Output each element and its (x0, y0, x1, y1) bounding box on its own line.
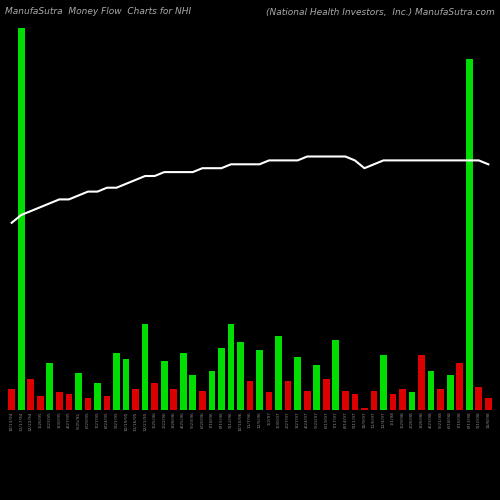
Bar (152, 382, 158, 410)
Bar (18, 28, 25, 410)
Bar (256, 350, 263, 410)
Bar (56, 392, 62, 410)
Bar (228, 324, 234, 410)
Bar (380, 356, 387, 410)
Text: ManufaSutra  Money Flow  Charts for NHI: ManufaSutra Money Flow Charts for NHI (5, 8, 191, 16)
Bar (342, 390, 348, 410)
Bar (208, 371, 215, 410)
Bar (408, 392, 416, 410)
Bar (113, 354, 120, 410)
Bar (399, 388, 406, 410)
Bar (466, 59, 472, 410)
Bar (28, 379, 34, 410)
Bar (180, 354, 186, 410)
Bar (314, 365, 320, 410)
Bar (304, 390, 310, 410)
Bar (246, 381, 254, 410)
Bar (285, 381, 292, 410)
Bar (132, 388, 139, 410)
Bar (218, 348, 224, 410)
Bar (361, 408, 368, 410)
Bar (456, 363, 463, 410)
Bar (266, 392, 272, 410)
Bar (94, 382, 101, 410)
Bar (418, 356, 425, 410)
Bar (476, 386, 482, 410)
Bar (170, 388, 177, 410)
Bar (66, 394, 72, 410)
Bar (122, 360, 130, 410)
Bar (8, 388, 15, 410)
Bar (37, 396, 44, 410)
Bar (428, 371, 434, 410)
Bar (190, 375, 196, 410)
Bar (332, 340, 339, 410)
Bar (199, 390, 205, 410)
Text: (National Health Investors,  Inc.) ManufaSutra.com: (National Health Investors, Inc.) Manufa… (266, 8, 495, 16)
Bar (46, 363, 53, 410)
Bar (142, 324, 148, 410)
Bar (104, 396, 110, 410)
Bar (161, 361, 168, 410)
Bar (294, 358, 301, 410)
Bar (323, 379, 330, 410)
Bar (352, 394, 358, 410)
Bar (75, 373, 82, 410)
Bar (237, 342, 244, 410)
Bar (485, 398, 492, 410)
Bar (84, 398, 91, 410)
Bar (447, 375, 454, 410)
Bar (370, 390, 378, 410)
Bar (438, 388, 444, 410)
Bar (390, 394, 396, 410)
Bar (276, 336, 282, 410)
